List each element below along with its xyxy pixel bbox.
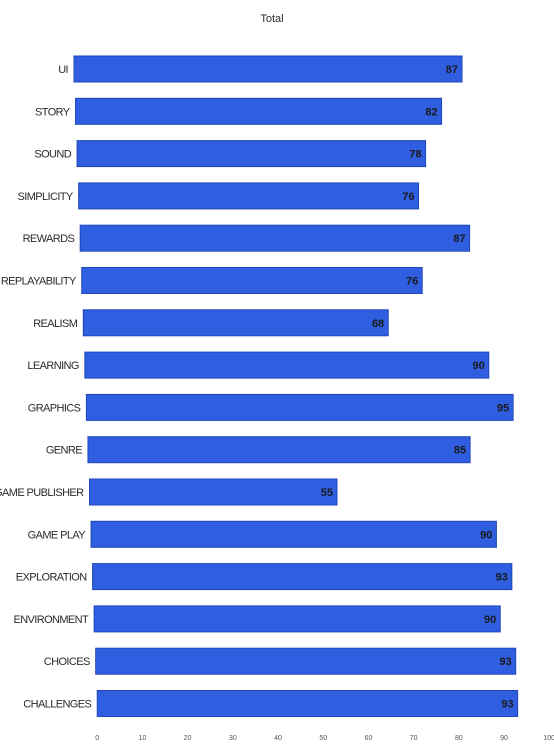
data-label: 78 [409, 149, 421, 161]
bar-challenges [96, 690, 519, 717]
data-label: 90 [484, 614, 496, 626]
bars-layer: UI 87 STORY 82 SOUND 78 SIMPLICITY 76 REWARDS 87 R… [0, 55, 519, 717]
data-label: 95 [497, 402, 509, 414]
data-label: 68 [372, 318, 384, 330]
x-tick-label: 90 [500, 735, 508, 742]
data-label: 93 [499, 656, 511, 668]
data-label: 87 [453, 233, 465, 245]
data-label: 87 [446, 64, 458, 76]
category-label: GRAPHICS [28, 402, 81, 414]
data-label: 90 [473, 360, 485, 372]
bar-replayability [81, 267, 423, 294]
data-label: 85 [454, 445, 466, 457]
bar-realism [82, 309, 389, 337]
category-label: SOUND [34, 149, 71, 161]
bar-story [75, 97, 443, 125]
category-label: GAME PUBLISHER [0, 487, 84, 499]
bar-genre [87, 436, 471, 464]
bar-environment [93, 605, 501, 633]
x-tick-label: 30 [229, 735, 237, 742]
bar-rewards [79, 224, 471, 252]
bar-ui [73, 55, 463, 83]
bar-sound [76, 140, 427, 168]
bar-learning [84, 351, 490, 379]
category-label: CHOICES [44, 656, 90, 668]
data-label: 55 [321, 487, 333, 499]
category-label: EXPLORATION [16, 572, 87, 584]
bar-exploration [92, 563, 513, 591]
bar-simplicity [78, 182, 420, 210]
category-label: UI [58, 64, 68, 76]
x-tick-label: 70 [410, 735, 418, 742]
data-label: 76 [402, 191, 414, 203]
category-label: STORY [35, 106, 71, 118]
x-tick-label: 60 [365, 735, 373, 742]
category-label: CHALLENGES [23, 699, 91, 711]
data-label: 82 [425, 106, 437, 118]
bar-game-play [90, 520, 497, 548]
data-label: 93 [496, 572, 508, 584]
x-tick-label: 50 [319, 735, 327, 742]
bar-game-publisher [89, 478, 338, 506]
data-label: 93 [501, 699, 513, 711]
category-label: REWARDS [23, 233, 75, 245]
x-tick-label: 80 [455, 735, 463, 742]
data-label: 90 [480, 529, 492, 541]
bar-graphics [85, 393, 514, 421]
category-label: REALISM [33, 318, 78, 330]
category-label: GENRE [46, 445, 82, 457]
x-tick-label: 20 [184, 735, 192, 742]
x-tick-label: 0 [95, 735, 99, 742]
category-label: SIMPLICITY [18, 191, 74, 203]
category-label: REPLAYABILITY [1, 276, 77, 288]
bar-choices [95, 647, 517, 675]
x-tick-label: 10 [139, 735, 147, 742]
data-label: 76 [406, 276, 418, 288]
x-axis-ticks: 0 10 20 30 40 50 60 70 80 90 100 [95, 735, 554, 742]
x-tick-label: 40 [274, 735, 282, 742]
category-label: LEARNING [27, 360, 78, 372]
category-label: ENVIRONMENT [13, 614, 89, 626]
category-label: GAME PLAY [28, 529, 87, 541]
chart-title: Total [260, 13, 283, 25]
x-tick-label: 100 [543, 735, 554, 742]
